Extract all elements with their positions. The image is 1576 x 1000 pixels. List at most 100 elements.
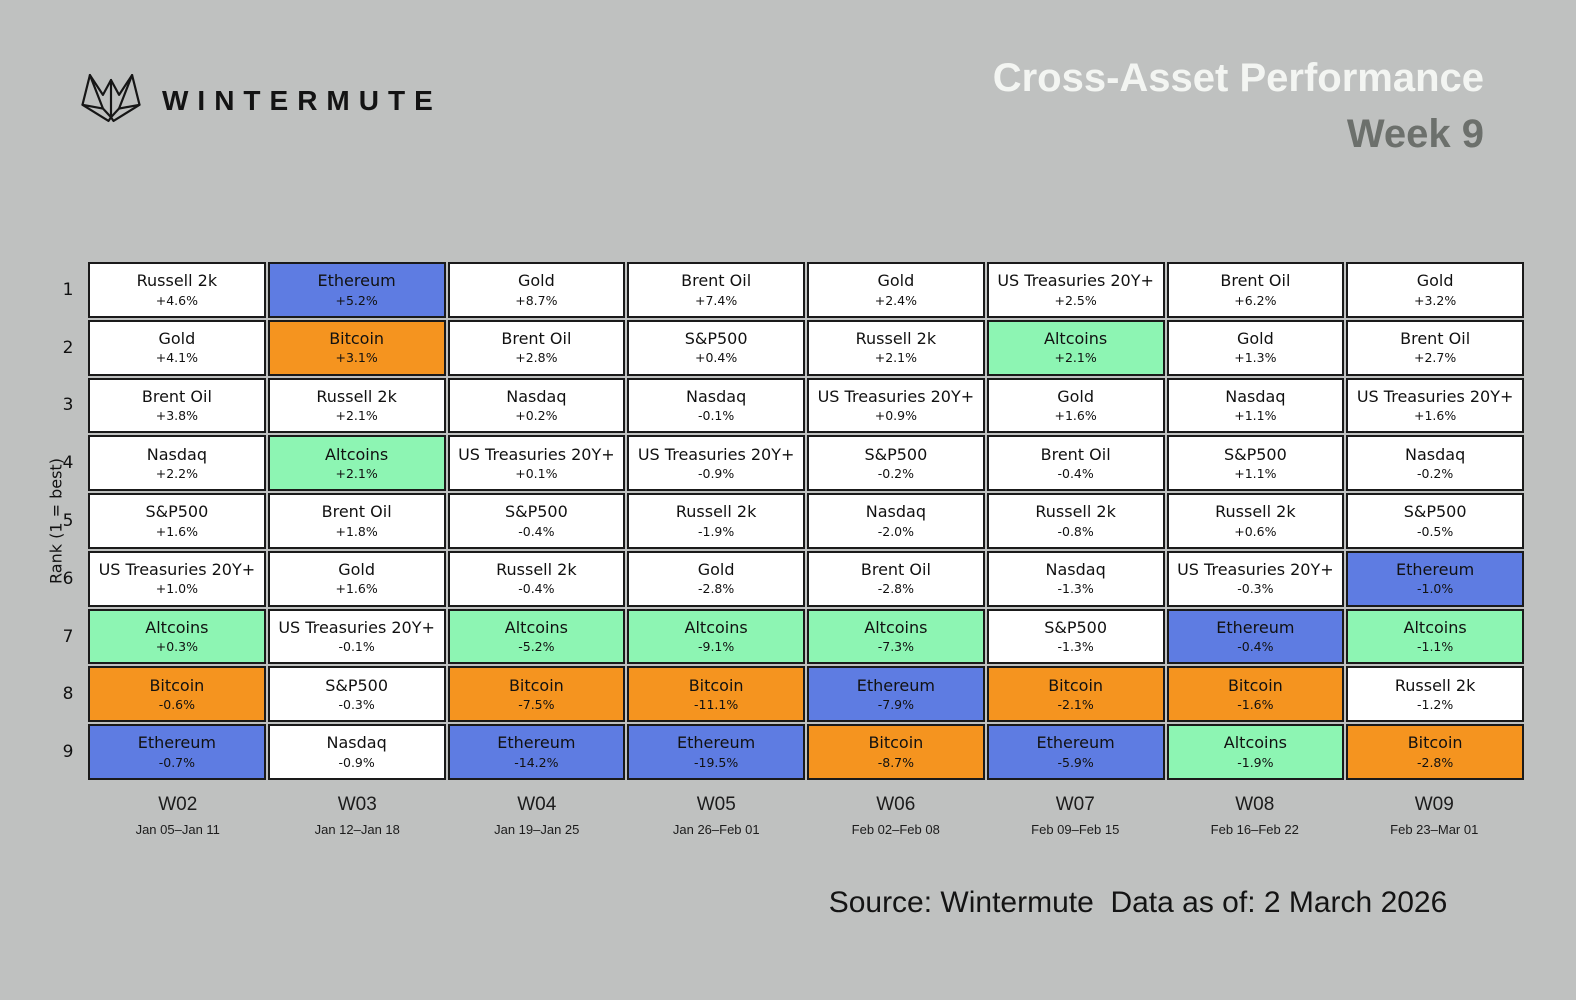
- asset-change: +2.4%: [874, 292, 917, 308]
- asset-cell: Bitcoin -11.1%: [627, 666, 805, 723]
- week-axis: W02 Jan 05–Jan 11 W03 Jan 12–Jan 18 W04 Jan 1…: [88, 794, 1524, 837]
- asset-name: Russell 2k: [1394, 675, 1476, 695]
- asset-change: +3.2%: [1414, 292, 1457, 308]
- asset-change: -0.1%: [697, 408, 735, 424]
- asset-name: US Treasuries 20Y+: [458, 444, 615, 464]
- asset-name: Gold: [697, 560, 735, 580]
- asset-name: Nasdaq: [1045, 560, 1106, 580]
- asset-cell: S&P500 -0.5%: [1346, 493, 1524, 549]
- week-dates: Jan 12–Jan 18: [314, 821, 400, 837]
- asset-cell: Altcoins -9.1%: [627, 608, 805, 665]
- asset-cell: US Treasuries 20Y+ +2.5%: [986, 262, 1165, 318]
- asset-change: +1.0%: [155, 581, 198, 597]
- asset-cell: Gold -2.8%: [627, 550, 805, 607]
- asset-cell: Russell 2k +2.1%: [267, 377, 446, 434]
- asset-name: Ethereum: [137, 733, 216, 753]
- asset-name: US Treasuries 20Y+: [1177, 560, 1334, 580]
- asset-cell: Ethereum +5.2%: [267, 262, 446, 318]
- asset-change: -0.1%: [338, 639, 375, 655]
- week-tick: W06 Feb 02–Feb 08: [806, 794, 986, 837]
- asset-name: S&P500: [684, 328, 748, 348]
- week-tick: W03 Jan 12–Jan 18: [268, 794, 448, 837]
- week-label: W05: [696, 794, 736, 815]
- asset-change: -0.9%: [697, 465, 735, 481]
- week-tick: W08 Feb 16–Feb 22: [1165, 794, 1345, 837]
- asset-name: Gold: [1416, 271, 1454, 291]
- asset-change: +2.5%: [1054, 292, 1097, 308]
- asset-change: -0.2%: [877, 465, 915, 481]
- asset-cell: Gold +1.6%: [267, 550, 446, 607]
- asset-change: +0.6%: [1234, 523, 1277, 539]
- asset-cell: Bitcoin +3.1%: [267, 319, 446, 376]
- header-titles: Cross-Asset Performance Week 9: [993, 56, 1484, 156]
- wintermute-logo: WINTERMUTE: [80, 70, 442, 131]
- asset-change: -0.4%: [518, 581, 555, 597]
- asset-change: -2.1%: [1057, 697, 1094, 713]
- asset-cell: US Treasuries 20Y+ -0.3%: [1166, 550, 1345, 607]
- week-dates: Jan 26–Feb 01: [672, 821, 760, 837]
- asset-change: -2.8%: [697, 581, 735, 597]
- asset-change: -1.2%: [1416, 697, 1454, 713]
- asset-cell: Bitcoin -7.5%: [447, 666, 626, 723]
- asset-name: Russell 2k: [855, 328, 937, 348]
- asset-change: -8.7%: [877, 754, 915, 770]
- week-tick: W02 Jan 05–Jan 11: [88, 794, 268, 837]
- week-label: W03: [337, 794, 377, 815]
- asset-change: -7.3%: [877, 639, 915, 655]
- asset-name: Nasdaq: [146, 444, 207, 464]
- asset-name: Ethereum: [1396, 560, 1475, 580]
- asset-name: S&P500: [1403, 502, 1467, 522]
- asset-change: +0.9%: [874, 408, 917, 424]
- asset-change: -2.8%: [1416, 754, 1454, 770]
- asset-name: Nasdaq: [1405, 444, 1466, 464]
- asset-change: +0.4%: [695, 350, 738, 366]
- asset-name: Altcoins: [145, 617, 209, 637]
- week-tick: W07 Feb 09–Feb 15: [986, 794, 1166, 837]
- asset-cell: Ethereum -0.4%: [1166, 608, 1345, 665]
- asset-change: -19.5%: [694, 754, 739, 770]
- asset-name: Altcoins: [504, 617, 568, 637]
- asset-cell: Gold +8.7%: [447, 262, 626, 318]
- asset-name: Altcoins: [1223, 733, 1287, 753]
- asset-cell: Gold +1.3%: [1166, 319, 1345, 376]
- asset-change: -5.2%: [518, 639, 555, 655]
- asset-change: +2.1%: [335, 465, 378, 481]
- asset-name: Brent Oil: [681, 271, 752, 291]
- asset-cell: Russell 2k -0.8%: [986, 493, 1165, 549]
- asset-cell: Altcoins +0.3%: [88, 608, 266, 665]
- asset-change: +1.1%: [1234, 465, 1277, 481]
- asset-cell: US Treasuries 20Y+ +1.0%: [88, 550, 266, 607]
- asset-cell: Nasdaq -0.2%: [1346, 435, 1524, 492]
- asset-change: +2.1%: [874, 350, 917, 366]
- week-dates: Feb 23–Mar 01: [1390, 821, 1479, 837]
- asset-name: US Treasuries 20Y+: [98, 560, 256, 580]
- asset-cell: Brent Oil +1.8%: [267, 493, 446, 549]
- asset-change: -0.3%: [1237, 581, 1274, 597]
- asset-name: US Treasuries 20Y+: [997, 271, 1154, 291]
- asset-cell: S&P500 -0.4%: [447, 493, 626, 549]
- asset-cell: S&P500 -0.2%: [807, 435, 985, 492]
- asset-cell: S&P500 -1.3%: [986, 608, 1165, 665]
- week-dates: Feb 02–Feb 08: [851, 821, 940, 837]
- asset-name: Altcoins: [1044, 328, 1108, 348]
- asset-cell: S&P500 +0.4%: [627, 319, 805, 376]
- week-tick: W09 Feb 23–Mar 01: [1345, 794, 1525, 837]
- asset-name: US Treasuries 20Y+: [278, 617, 435, 637]
- asset-cell: Bitcoin -2.1%: [986, 666, 1165, 723]
- asset-name: S&P500: [504, 502, 568, 522]
- asset-change: +2.8%: [515, 350, 558, 366]
- asset-change: +0.1%: [515, 465, 558, 481]
- asset-change: -0.7%: [158, 754, 196, 770]
- asset-name: Russell 2k: [136, 271, 218, 291]
- asset-cell: Bitcoin -1.6%: [1166, 666, 1345, 723]
- asset-change: +4.1%: [155, 350, 198, 366]
- week-label: W07: [1055, 794, 1095, 815]
- asset-cell: S&P500 +1.1%: [1166, 435, 1345, 492]
- asset-cell: Nasdaq -2.0%: [807, 493, 985, 549]
- week-dates: Jan 19–Jan 25: [494, 821, 580, 837]
- asset-cell: Brent Oil +7.4%: [627, 262, 805, 318]
- asset-name: Russell 2k: [675, 502, 757, 522]
- asset-cell: S&P500 +1.6%: [88, 493, 266, 549]
- rank-label: 6: [62, 568, 74, 589]
- asset-name: Ethereum: [677, 733, 756, 753]
